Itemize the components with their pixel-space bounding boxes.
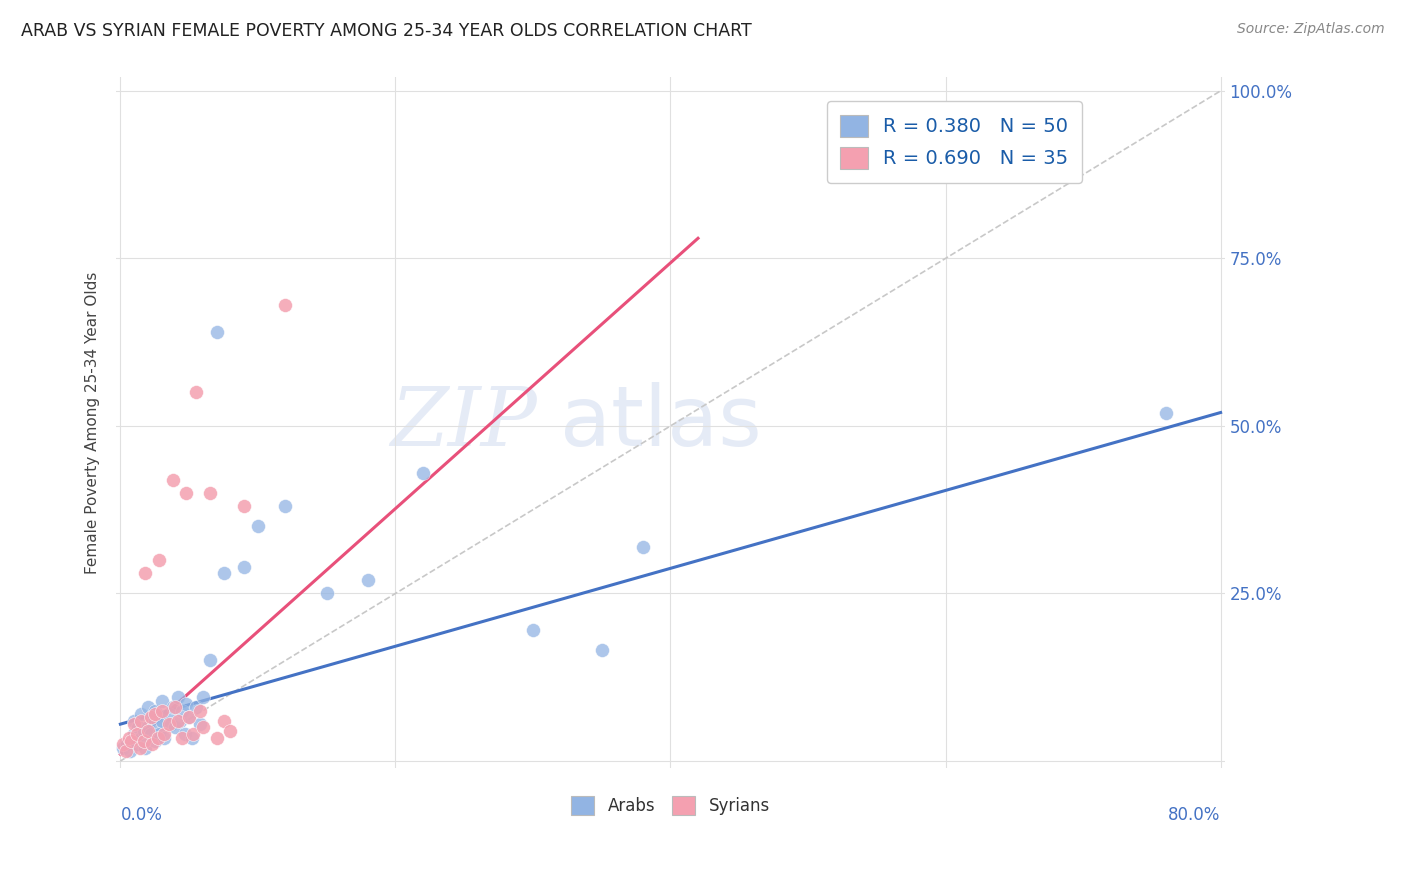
- Point: [172, 731, 194, 745]
- Point: [631, 540, 654, 554]
- Point: [219, 723, 242, 738]
- Point: [167, 690, 190, 705]
- Point: [191, 721, 214, 735]
- Point: [160, 717, 183, 731]
- Point: [181, 727, 204, 741]
- Point: [134, 566, 156, 581]
- Point: [153, 727, 176, 741]
- Text: 0.0%: 0.0%: [121, 805, 162, 823]
- Point: [274, 298, 297, 312]
- Point: [148, 553, 170, 567]
- Point: [188, 717, 211, 731]
- Point: [120, 734, 142, 748]
- Point: [134, 740, 156, 755]
- Point: [129, 714, 152, 728]
- Point: [205, 731, 228, 745]
- Point: [125, 727, 148, 741]
- Point: [150, 714, 173, 728]
- Point: [143, 734, 166, 748]
- Point: [315, 586, 337, 600]
- Point: [122, 714, 145, 728]
- Point: [179, 710, 201, 724]
- Text: ARAB VS SYRIAN FEMALE POVERTY AMONG 25-34 YEAR OLDS CORRELATION CHART: ARAB VS SYRIAN FEMALE POVERTY AMONG 25-3…: [21, 22, 752, 40]
- Point: [143, 707, 166, 722]
- Point: [176, 697, 198, 711]
- Point: [148, 727, 170, 741]
- Point: [112, 740, 135, 755]
- Point: [1154, 405, 1177, 419]
- Point: [172, 704, 194, 718]
- Point: [146, 717, 169, 731]
- Point: [122, 727, 145, 741]
- Point: [128, 740, 150, 755]
- Point: [129, 707, 152, 722]
- Point: [184, 385, 207, 400]
- Point: [180, 731, 202, 745]
- Point: [112, 737, 135, 751]
- Y-axis label: Female Poverty Among 25-34 Year Olds: Female Poverty Among 25-34 Year Olds: [86, 271, 100, 574]
- Point: [157, 717, 180, 731]
- Point: [136, 723, 159, 738]
- Point: [118, 744, 141, 758]
- Point: [198, 486, 221, 500]
- Point: [165, 721, 187, 735]
- Point: [212, 566, 235, 581]
- Point: [191, 690, 214, 705]
- Point: [233, 500, 256, 514]
- Text: 80.0%: 80.0%: [1168, 805, 1220, 823]
- Point: [167, 714, 190, 728]
- Text: Source: ZipAtlas.com: Source: ZipAtlas.com: [1237, 22, 1385, 37]
- Point: [205, 325, 228, 339]
- Point: [125, 737, 148, 751]
- Point: [412, 466, 434, 480]
- Point: [150, 704, 173, 718]
- Point: [129, 731, 152, 745]
- Point: [150, 694, 173, 708]
- Point: [169, 714, 191, 728]
- Point: [141, 737, 163, 751]
- Point: [136, 700, 159, 714]
- Point: [139, 727, 162, 741]
- Point: [136, 721, 159, 735]
- Point: [162, 700, 184, 714]
- Point: [115, 744, 138, 758]
- Point: [198, 653, 221, 667]
- Point: [118, 731, 141, 745]
- Point: [120, 734, 142, 748]
- Point: [184, 700, 207, 714]
- Point: [132, 734, 155, 748]
- Point: [141, 710, 163, 724]
- Point: [117, 737, 139, 751]
- Point: [233, 559, 256, 574]
- Point: [522, 624, 544, 638]
- Point: [162, 473, 184, 487]
- Text: ZIP: ZIP: [391, 383, 537, 463]
- Point: [591, 643, 613, 657]
- Point: [179, 710, 201, 724]
- Point: [132, 723, 155, 738]
- Text: atlas: atlas: [560, 382, 762, 463]
- Point: [139, 710, 162, 724]
- Point: [274, 500, 297, 514]
- Point: [357, 573, 380, 587]
- Point: [143, 704, 166, 718]
- Point: [146, 731, 169, 745]
- Point: [176, 486, 198, 500]
- Point: [246, 519, 269, 533]
- Legend: Arabs, Syrians: Arabs, Syrians: [564, 789, 776, 822]
- Point: [165, 700, 187, 714]
- Point: [212, 714, 235, 728]
- Point: [127, 721, 149, 735]
- Point: [122, 717, 145, 731]
- Point: [157, 707, 180, 722]
- Point: [174, 727, 197, 741]
- Point: [153, 731, 176, 745]
- Point: [188, 704, 211, 718]
